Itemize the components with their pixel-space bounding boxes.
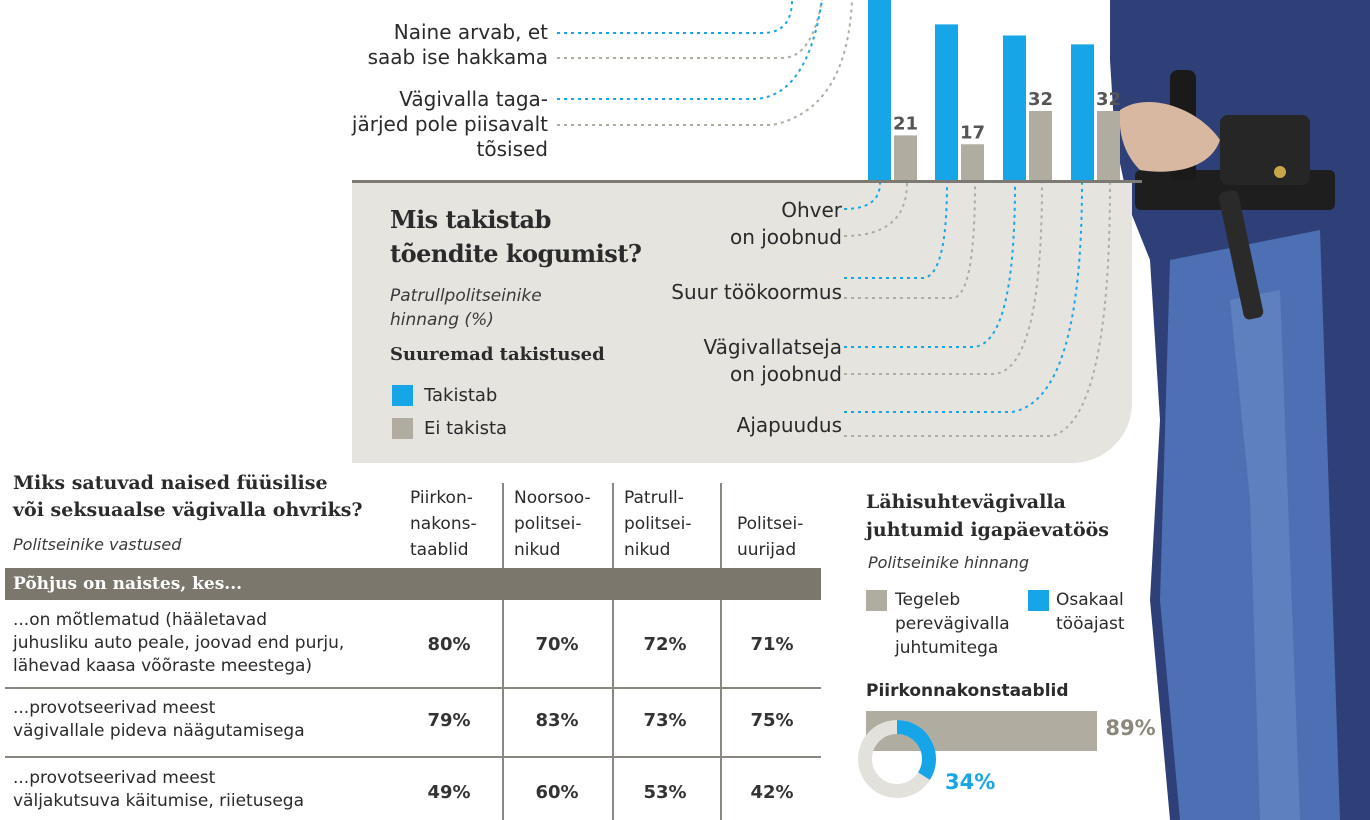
column-divider bbox=[502, 483, 504, 820]
table-cell: 80% bbox=[427, 634, 471, 655]
row-divider bbox=[5, 756, 821, 758]
legend-swatch-tegeleb bbox=[866, 590, 887, 611]
column-header-politseiuurijad: Politsei- uurijad bbox=[737, 514, 804, 560]
legend-swatch-takistab bbox=[392, 385, 413, 406]
label-suur-tookoormus: Suur töökoormus bbox=[671, 280, 842, 304]
chart-baseline bbox=[352, 180, 1142, 183]
table-row-label: ...provotseerivad meest väljakutsuva käi… bbox=[13, 768, 305, 811]
obstacles-panel bbox=[352, 183, 1132, 463]
bar-value-label: 62 bbox=[1070, 22, 1095, 43]
table-cell: 73% bbox=[643, 710, 687, 731]
bar-ei-takista-1 bbox=[961, 144, 984, 182]
column-header-patrullpolitseinikud: Patrull- politsei- nikud bbox=[624, 488, 692, 560]
column-divider bbox=[720, 483, 722, 820]
table-cell: 71% bbox=[750, 634, 794, 655]
top-panel bbox=[352, 0, 852, 182]
bar-takistab-0 bbox=[868, 0, 891, 182]
legend-swatch-ei-takista bbox=[392, 418, 413, 439]
donut-arc bbox=[896, 720, 936, 780]
legend-label-ei-takista: Ei takista bbox=[424, 418, 508, 439]
obstacles-subtitle: Patrullpolitseinike hinnang (%) bbox=[390, 286, 542, 330]
legend-label-takistab: Takistab bbox=[424, 385, 498, 406]
bar-value-label: 21 bbox=[893, 113, 918, 134]
legend-label-tegeleb: Tegeleb perevägivalla juhtumitega bbox=[895, 590, 1010, 658]
table-cell: 79% bbox=[427, 710, 471, 731]
table-row-label: ...on mõtlematud (hääletavad juhusliku a… bbox=[13, 610, 345, 676]
bar-ei-takista-2 bbox=[1029, 110, 1052, 182]
bar-value-label: 32 bbox=[1096, 89, 1121, 110]
label-vagivallatseja-joobnud: Vägivallatseja on joobnud bbox=[703, 335, 842, 386]
table-cell: 72% bbox=[643, 634, 687, 655]
label-naine-arvab: Naine arvab, et saab ise hakkama bbox=[367, 20, 548, 69]
daily-bar-value: 89% bbox=[1105, 716, 1156, 740]
table-cell: 75% bbox=[750, 710, 794, 731]
table-cell: 53% bbox=[643, 782, 687, 803]
bar-takistab-3 bbox=[1071, 44, 1094, 182]
obstacles-bar-chart: 71 66 62 21 17 32 32 bbox=[868, 0, 1121, 183]
table-cell: 70% bbox=[535, 634, 579, 655]
column-header-piirkonnakonstaablid: Piirkon- nakons- taablid bbox=[410, 488, 477, 560]
table-subtitle: Politseinike vastused bbox=[13, 535, 182, 554]
section-band-label: Põhjus on naistes, kes... bbox=[13, 574, 243, 594]
table-cell: 60% bbox=[535, 782, 579, 803]
table-title: Miks satuvad naised füüsilise või seksua… bbox=[13, 472, 363, 521]
column-divider bbox=[612, 483, 614, 820]
group-label: Piirkonnakonstaablid bbox=[866, 681, 1069, 701]
section-band bbox=[5, 568, 821, 600]
table-cell: 42% bbox=[750, 782, 794, 803]
table-cell: 83% bbox=[535, 710, 579, 731]
bar-value-label: 71 bbox=[934, 2, 959, 23]
label-tagajarjed: Vägivalla taga- järjed pole piisavalt tõ… bbox=[351, 87, 548, 161]
bar-ei-takista-0 bbox=[894, 135, 917, 182]
column-header-noorsoopolitseinikud: Noorsoo- politsei- nikud bbox=[514, 488, 591, 560]
table-row-label: ...provotseerivad meest vägivallale pide… bbox=[13, 698, 305, 741]
bar-takistab-2 bbox=[1003, 35, 1026, 183]
daily-donut-chart bbox=[858, 720, 936, 798]
row-divider bbox=[5, 687, 821, 689]
connector-lines bbox=[557, 0, 1111, 437]
bar-ei-takista-3 bbox=[1097, 110, 1120, 182]
police-officer-photo bbox=[1110, 0, 1370, 820]
donut-value: 34% bbox=[945, 770, 996, 794]
obstacles-title: Mis takistab tõendite kogumist? bbox=[390, 205, 642, 268]
legend-label-osakaal: Osakaal tööajast bbox=[1056, 590, 1125, 634]
label-ohver-joobnud: Ohver on joobnud bbox=[729, 198, 842, 249]
bar-value-label: 32 bbox=[1028, 89, 1053, 110]
bar-takistab-1 bbox=[935, 24, 958, 182]
table-cell: 49% bbox=[427, 782, 471, 803]
legend-swatch-osakaal bbox=[1028, 590, 1049, 611]
daily-subtitle: Politseinike hinnang bbox=[868, 553, 1029, 572]
legend-heading: Suuremad takistused bbox=[390, 344, 605, 365]
label-ajapuudus: Ajapuudus bbox=[736, 413, 842, 437]
bar-value-label: 66 bbox=[1002, 13, 1027, 34]
bar-value-label: 17 bbox=[960, 122, 985, 143]
daily-title: Lähisuhtevägivalla juhtumid igapäevatöös bbox=[866, 491, 1109, 541]
